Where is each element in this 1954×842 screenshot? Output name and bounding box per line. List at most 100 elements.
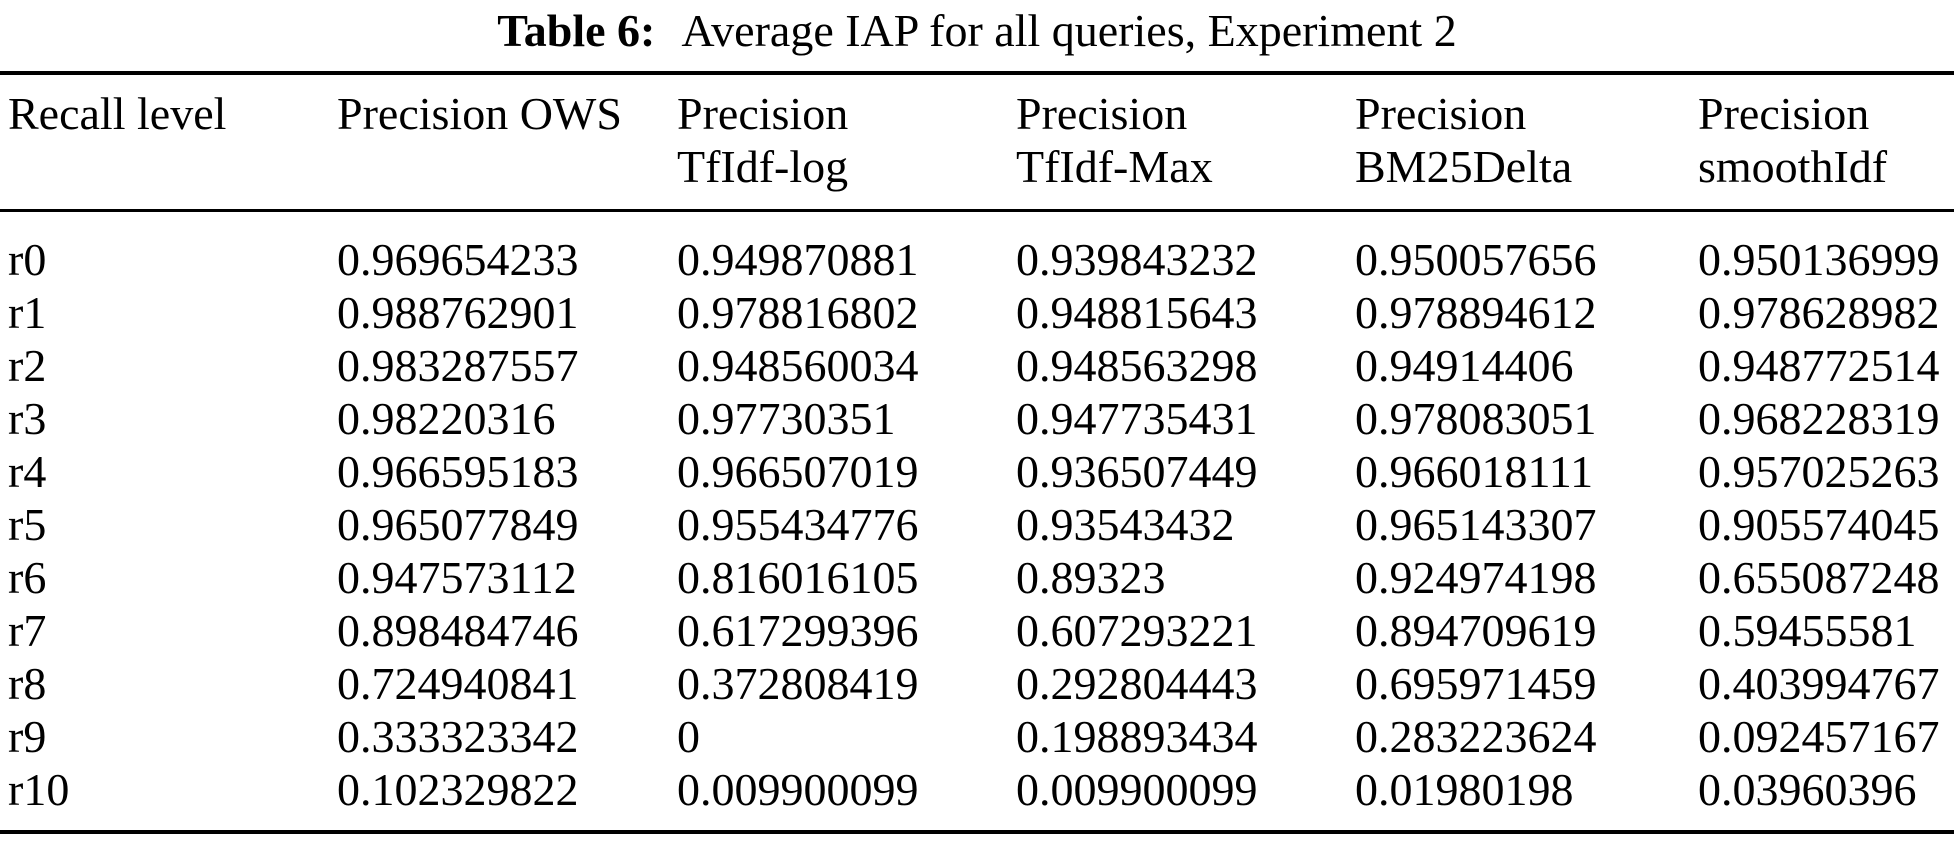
precision-value: 0.009900099 <box>677 764 919 815</box>
precision-value: 0.102329822 <box>337 764 579 815</box>
table-row: r9 0.333323342 0 0.198893434 0.283223624 0.09… <box>0 710 1954 763</box>
column-header-4: Precision BM25Delta <box>1355 73 1698 212</box>
precision-value: 0.978816802 <box>677 287 919 338</box>
row-label: r6 <box>8 552 47 603</box>
precision-value: 0.978894612 <box>1355 287 1597 338</box>
table-row: r6 0.947573112 0.816016105 0.89323 0.9249741… <box>0 551 1954 604</box>
precision-value: 0.894709619 <box>1355 605 1597 656</box>
precision-value: 0.333323342 <box>337 711 579 762</box>
table-header: Recall level Precision OWS Precision TfId… <box>0 73 1954 212</box>
precision-value: 0.03960396 <box>1698 764 1917 815</box>
table-row: r10 0.102329822 0.009900099 0.009900099 0.01… <box>0 763 1954 832</box>
precision-value: 0.968228319 <box>1698 393 1940 444</box>
precision-value: 0.955434776 <box>677 499 919 550</box>
precision-value: 0.617299396 <box>677 605 919 656</box>
precision-value: 0.950136999 <box>1698 234 1940 285</box>
precision-value: 0.948560034 <box>677 340 919 391</box>
column-header-line2: smoothIdf <box>1698 141 1888 192</box>
precision-value: 0.198893434 <box>1016 711 1258 762</box>
row-label: r4 <box>8 446 47 497</box>
column-header-line1: Precision <box>1698 88 1870 139</box>
precision-value: 0.009900099 <box>1016 764 1258 815</box>
column-header-line1: Recall level <box>8 88 227 139</box>
precision-value: 0.292804443 <box>1016 658 1258 709</box>
column-header-5: Precision smoothIdf <box>1698 73 1954 212</box>
precision-value: 0.59455581 <box>1698 605 1917 656</box>
precision-value: 0.988762901 <box>337 287 579 338</box>
table-caption: Table 6: Average IAP for all queries, Exp… <box>0 0 1954 71</box>
table-header-row: Recall level Precision OWS Precision TfId… <box>0 73 1954 212</box>
column-header-line1: Precision <box>1016 88 1188 139</box>
column-header-line1: Precision <box>677 88 849 139</box>
precision-value: 0.93543432 <box>1016 499 1235 550</box>
column-header-line1: Precision <box>1355 88 1527 139</box>
table-row: r5 0.965077849 0.955434776 0.93543432 0.9651… <box>0 498 1954 551</box>
precision-value: 0.898484746 <box>337 605 579 656</box>
column-header-0: Recall level <box>0 73 337 212</box>
precision-value: 0.966507019 <box>677 446 919 497</box>
precision-value: 0.965077849 <box>337 499 579 550</box>
precision-value: 0.01980198 <box>1355 764 1574 815</box>
precision-value: 0.372808419 <box>677 658 919 709</box>
column-header-line2 <box>337 140 677 193</box>
table-caption-label: Table 6: <box>497 5 656 56</box>
row-label: r10 <box>8 764 70 815</box>
table-row: r7 0.898484746 0.617299396 0.607293221 0.894… <box>0 604 1954 657</box>
column-header-2: Precision TfIdf-log <box>677 73 1016 212</box>
column-header-line2 <box>8 140 337 193</box>
row-label: r0 <box>8 234 47 285</box>
precision-value: 0.403994767 <box>1698 658 1940 709</box>
precision-value: 0.957025263 <box>1698 446 1940 497</box>
table-row: r8 0.724940841 0.372808419 0.292804443 0.695… <box>0 657 1954 710</box>
precision-value: 0.924974198 <box>1355 552 1597 603</box>
precision-value: 0.94914406 <box>1355 340 1574 391</box>
precision-value: 0.966595183 <box>337 446 579 497</box>
precision-value: 0.283223624 <box>1355 711 1597 762</box>
precision-value: 0.947573112 <box>337 552 577 603</box>
precision-value: 0.939843232 <box>1016 234 1258 285</box>
precision-value: 0.695971459 <box>1355 658 1597 709</box>
precision-value: 0.978628982 <box>1698 287 1940 338</box>
precision-value: 0.969654233 <box>337 234 579 285</box>
precision-value: 0.947735431 <box>1016 393 1258 444</box>
precision-value: 0.89323 <box>1016 552 1166 603</box>
column-header-1: Precision OWS <box>337 73 677 212</box>
row-label: r5 <box>8 499 47 550</box>
precision-value: 0.97730351 <box>677 393 896 444</box>
precision-value: 0.965143307 <box>1355 499 1597 550</box>
row-label: r8 <box>8 658 47 709</box>
table-body: r0 0.969654233 0.949870881 0.939843232 0.950… <box>0 211 1954 833</box>
precision-value: 0.950057656 <box>1355 234 1597 285</box>
column-header-line2: BM25Delta <box>1355 141 1573 192</box>
row-label: r2 <box>8 340 47 391</box>
precision-value: 0.949870881 <box>677 234 919 285</box>
table-row: r4 0.966595183 0.966507019 0.936507449 0.966… <box>0 445 1954 498</box>
precision-value: 0.607293221 <box>1016 605 1258 656</box>
table-row: r2 0.983287557 0.948560034 0.948563298 0.949… <box>0 339 1954 392</box>
precision-value: 0.983287557 <box>337 340 579 391</box>
row-label: r1 <box>8 287 47 338</box>
precision-value: 0.816016105 <box>677 552 919 603</box>
precision-value: 0.724940841 <box>337 658 579 709</box>
column-header-3: Precision TfIdf-Max <box>1016 73 1355 212</box>
row-label: r9 <box>8 711 47 762</box>
row-label: r3 <box>8 393 47 444</box>
precision-value: 0.948563298 <box>1016 340 1258 391</box>
iap-results-table: Recall level Precision OWS Precision TfId… <box>0 71 1954 834</box>
column-header-line1: Precision OWS <box>337 88 622 139</box>
precision-value: 0.092457167 <box>1698 711 1940 762</box>
table-row: r3 0.98220316 0.97730351 0.947735431 0.97808… <box>0 392 1954 445</box>
precision-value: 0.905574045 <box>1698 499 1940 550</box>
table-row: r1 0.988762901 0.978816802 0.948815643 0.978… <box>0 286 1954 339</box>
precision-value: 0.936507449 <box>1016 446 1258 497</box>
precision-value: 0.978083051 <box>1355 393 1597 444</box>
precision-value: 0.948815643 <box>1016 287 1258 338</box>
precision-value: 0.655087248 <box>1698 552 1940 603</box>
row-label: r7 <box>8 605 47 656</box>
table-row: r0 0.969654233 0.949870881 0.939843232 0.950… <box>0 211 1954 287</box>
table-caption-text: Average IAP for all queries, Experiment … <box>681 5 1457 56</box>
precision-value: 0.98220316 <box>337 393 556 444</box>
column-header-line2: TfIdf-Max <box>1016 141 1213 192</box>
precision-value: 0.948772514 <box>1698 340 1940 391</box>
